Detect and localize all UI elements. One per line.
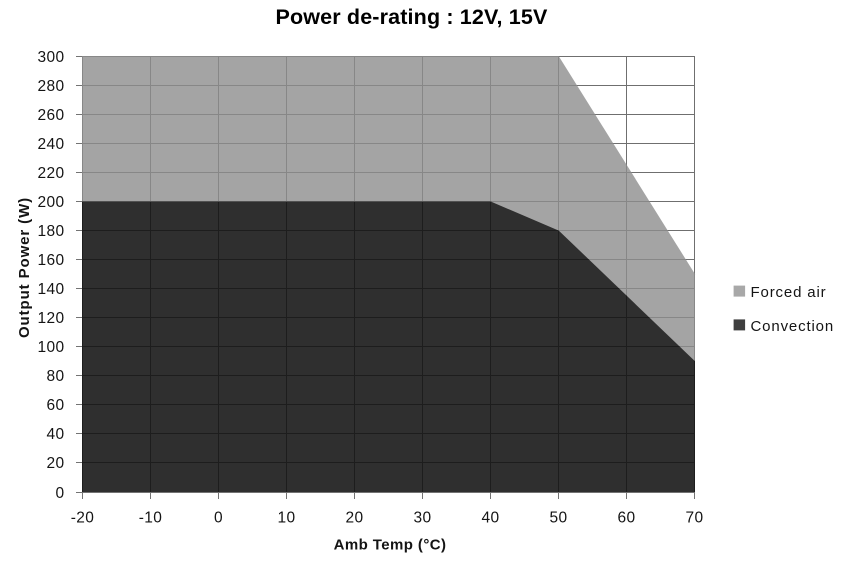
svg-text:20: 20 [345, 510, 363, 527]
svg-text:120: 120 [37, 310, 64, 327]
svg-text:20: 20 [46, 455, 64, 472]
svg-text:80: 80 [46, 368, 64, 385]
svg-text:300: 300 [37, 49, 64, 66]
svg-text:0: 0 [214, 510, 223, 527]
svg-text:30: 30 [413, 510, 431, 527]
svg-text:Forced air: Forced air [751, 284, 827, 301]
svg-text:40: 40 [46, 426, 64, 443]
svg-text:40: 40 [481, 510, 499, 527]
svg-text:180: 180 [37, 223, 64, 240]
svg-text:0: 0 [55, 485, 64, 502]
svg-text:280: 280 [37, 78, 64, 95]
svg-text:-10: -10 [139, 510, 163, 527]
svg-text:260: 260 [37, 107, 64, 124]
svg-text:50: 50 [549, 510, 567, 527]
svg-text:140: 140 [37, 281, 64, 298]
svg-text:60: 60 [617, 510, 635, 527]
svg-text:220: 220 [37, 165, 64, 182]
svg-text:200: 200 [37, 194, 64, 211]
svg-text:240: 240 [37, 136, 64, 153]
svg-text:-20: -20 [71, 510, 95, 527]
svg-text:10: 10 [277, 510, 295, 527]
svg-text:Power de-rating : 12V, 15V: Power de-rating : 12V, 15V [276, 5, 548, 29]
svg-text:100: 100 [37, 339, 64, 356]
svg-text:60: 60 [46, 397, 64, 414]
svg-text:Amb Temp (°C): Amb Temp (°C) [334, 537, 447, 554]
svg-text:Output Power (W): Output Power (W) [16, 197, 33, 338]
svg-text:70: 70 [685, 510, 703, 527]
svg-text:Convection: Convection [751, 318, 835, 335]
svg-text:160: 160 [37, 252, 64, 269]
